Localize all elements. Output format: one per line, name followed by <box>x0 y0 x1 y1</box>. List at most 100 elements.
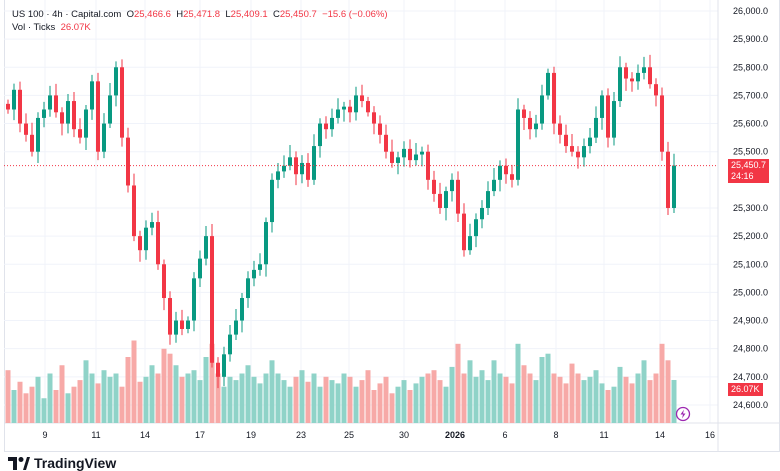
candle-body <box>144 227 148 251</box>
volume-bar <box>35 376 41 423</box>
volume-bar <box>65 393 71 423</box>
candle-body <box>546 72 550 96</box>
volume-bar <box>383 376 389 423</box>
candle-body <box>540 95 544 124</box>
candle-body <box>36 117 40 152</box>
time-tick-label: 23 <box>295 430 307 440</box>
candle-body <box>408 148 412 161</box>
price-tick-label: 25,800.0 <box>733 62 768 72</box>
candle-body <box>180 320 184 329</box>
volume-bar <box>581 380 587 423</box>
candle-body <box>624 67 628 79</box>
volume-bar <box>629 383 635 423</box>
volume-tag: 26.07K <box>728 383 763 396</box>
volume-bar <box>605 390 611 423</box>
volume-bar <box>509 383 515 423</box>
volume-bar <box>587 376 593 423</box>
candle-body <box>480 207 484 220</box>
candle-body <box>222 354 226 377</box>
price-tick-label: 25,100.0 <box>733 259 768 269</box>
candle-body <box>78 129 82 138</box>
candle-body <box>276 171 280 180</box>
volume-title[interactable]: Vol · Ticks <box>12 22 56 33</box>
time-tick-label: 11 <box>599 430 609 440</box>
candle-body <box>90 81 94 110</box>
volume-bar <box>647 380 653 423</box>
price-tick-label: 25,700.0 <box>733 90 768 100</box>
volume-bar <box>653 373 659 423</box>
volume-bar <box>323 376 329 423</box>
close-value: 25,450.7 <box>279 9 317 20</box>
volume-bar <box>23 393 29 423</box>
volume-bar <box>641 360 647 423</box>
volume-bar <box>83 360 89 423</box>
candle-body <box>468 236 472 251</box>
time-tick-label: 8 <box>553 430 559 440</box>
volume-bar <box>527 373 533 423</box>
time-tick-label: 25 <box>343 430 355 440</box>
volume-value: 26.07K <box>60 22 91 33</box>
candle-body <box>534 123 538 130</box>
candle-body <box>114 67 118 96</box>
volume-bar <box>221 386 227 423</box>
candle-body <box>396 157 400 163</box>
candle-body <box>630 78 634 82</box>
candle-body <box>120 67 124 138</box>
symbol-title[interactable]: US 100 · 4h · Capital.com <box>12 9 122 20</box>
volume-bar <box>611 386 617 423</box>
volume-bar <box>245 365 251 423</box>
volume-bar <box>263 373 269 423</box>
volume-bar <box>125 357 131 423</box>
candle-body <box>150 222 154 228</box>
price-tick-label: 25,600.0 <box>733 119 768 129</box>
candle-body <box>666 151 670 208</box>
time-tick-label: 2026 <box>444 430 466 440</box>
volume-bar <box>119 386 125 423</box>
candle-body <box>552 72 556 124</box>
candle-body <box>198 258 202 279</box>
volume-bar <box>305 381 311 423</box>
candle-body <box>672 165 676 208</box>
time-tick-label: 14 <box>139 430 151 440</box>
tradingview-logo[interactable]: TradingView <box>8 455 116 471</box>
volume-bar <box>407 390 413 423</box>
candle-body <box>234 320 238 335</box>
volume-bar <box>11 390 17 423</box>
candle-body <box>378 123 382 135</box>
ohlc-legend: US 100 · 4h · Capital.com O25,466.6 H25,… <box>12 9 388 20</box>
volume-bar <box>455 343 461 423</box>
volume-bar <box>53 390 59 423</box>
volume-bar <box>479 370 485 423</box>
volume-bar <box>551 373 557 423</box>
high-label: H <box>176 9 184 20</box>
volume-bar <box>77 380 83 423</box>
volume-bar <box>101 370 107 423</box>
candle-body <box>606 95 610 138</box>
candle-body <box>498 165 502 180</box>
change-value: −15.6 (−0.06%) <box>322 9 388 20</box>
candle-body <box>390 151 394 163</box>
volume-bar <box>29 386 35 423</box>
lightning-icon[interactable] <box>675 406 691 422</box>
candle-body <box>18 89 22 124</box>
candle-body <box>30 134 34 152</box>
price-chart[interactable]: 26,000.0 25,900.0 25,800.0 25,700.0 25,600.0… <box>0 0 780 452</box>
candle-body <box>186 320 190 329</box>
candle-body <box>504 165 508 175</box>
candle-body <box>258 264 262 270</box>
volume-bar <box>41 398 47 423</box>
volume-bar <box>425 373 431 423</box>
volume-bar <box>521 365 527 423</box>
candle-body <box>72 101 76 130</box>
candle-body <box>12 89 16 110</box>
candle-body <box>132 185 136 237</box>
open-label: O <box>126 9 134 20</box>
volume-bar <box>467 360 473 423</box>
volume-bar <box>623 376 629 423</box>
volume-bar <box>461 373 467 423</box>
candle-body <box>210 236 214 363</box>
volume-bar <box>227 376 233 423</box>
time-tick-label: 9 <box>42 430 48 440</box>
candle-body <box>216 362 220 377</box>
volume-bar <box>359 380 365 423</box>
